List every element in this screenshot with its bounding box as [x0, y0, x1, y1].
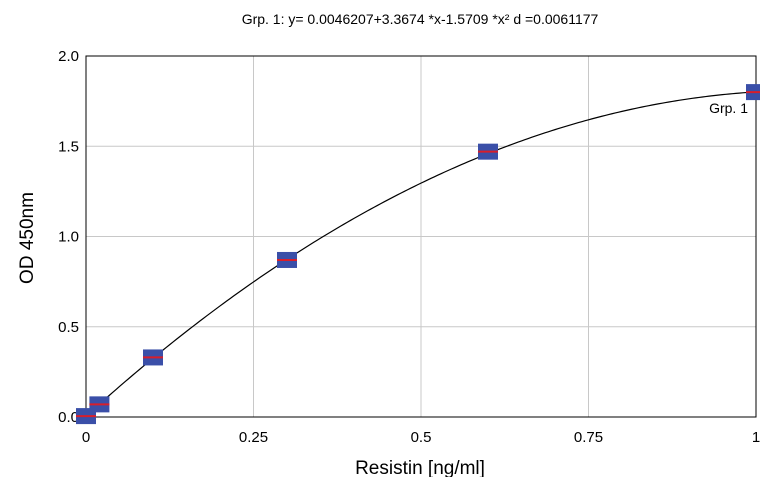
y-tick-label: 1.0: [58, 229, 79, 246]
data-point: [143, 349, 163, 366]
axis-ticks: 0 0.25 0.5 0.75 1 0.0 0.5 1.0 1.5 2.0: [58, 48, 760, 446]
x-tick-label: 0.5: [411, 429, 432, 446]
y-axis-label: OD 450nm: [17, 192, 38, 284]
data-point: [478, 143, 498, 160]
chart-title: Grp. 1: y= 0.0046207+3.3674 *x-1.5709 *x…: [242, 11, 599, 27]
y-tick-label: 0.0: [58, 409, 79, 426]
x-tick-label: 0.75: [574, 429, 603, 446]
series-label: Grp. 1: [709, 100, 748, 116]
gridlines: [86, 56, 756, 417]
y-tick-label: 1.5: [58, 138, 79, 155]
x-tick-label: 0: [82, 429, 90, 446]
data-point: [89, 396, 110, 413]
fit-curve: [85, 91, 757, 417]
x-axis-label: Resistin [ng/ml]: [355, 458, 485, 477]
y-tick-label: 2.0: [58, 48, 79, 65]
data-point: [277, 251, 297, 268]
x-tick-label: 1: [752, 429, 760, 446]
x-tick-label: 0.25: [239, 429, 268, 446]
data-points: [76, 84, 760, 425]
plot-frame: [85, 55, 757, 418]
data-point: [746, 84, 760, 101]
y-tick-label: 0.5: [58, 319, 79, 336]
